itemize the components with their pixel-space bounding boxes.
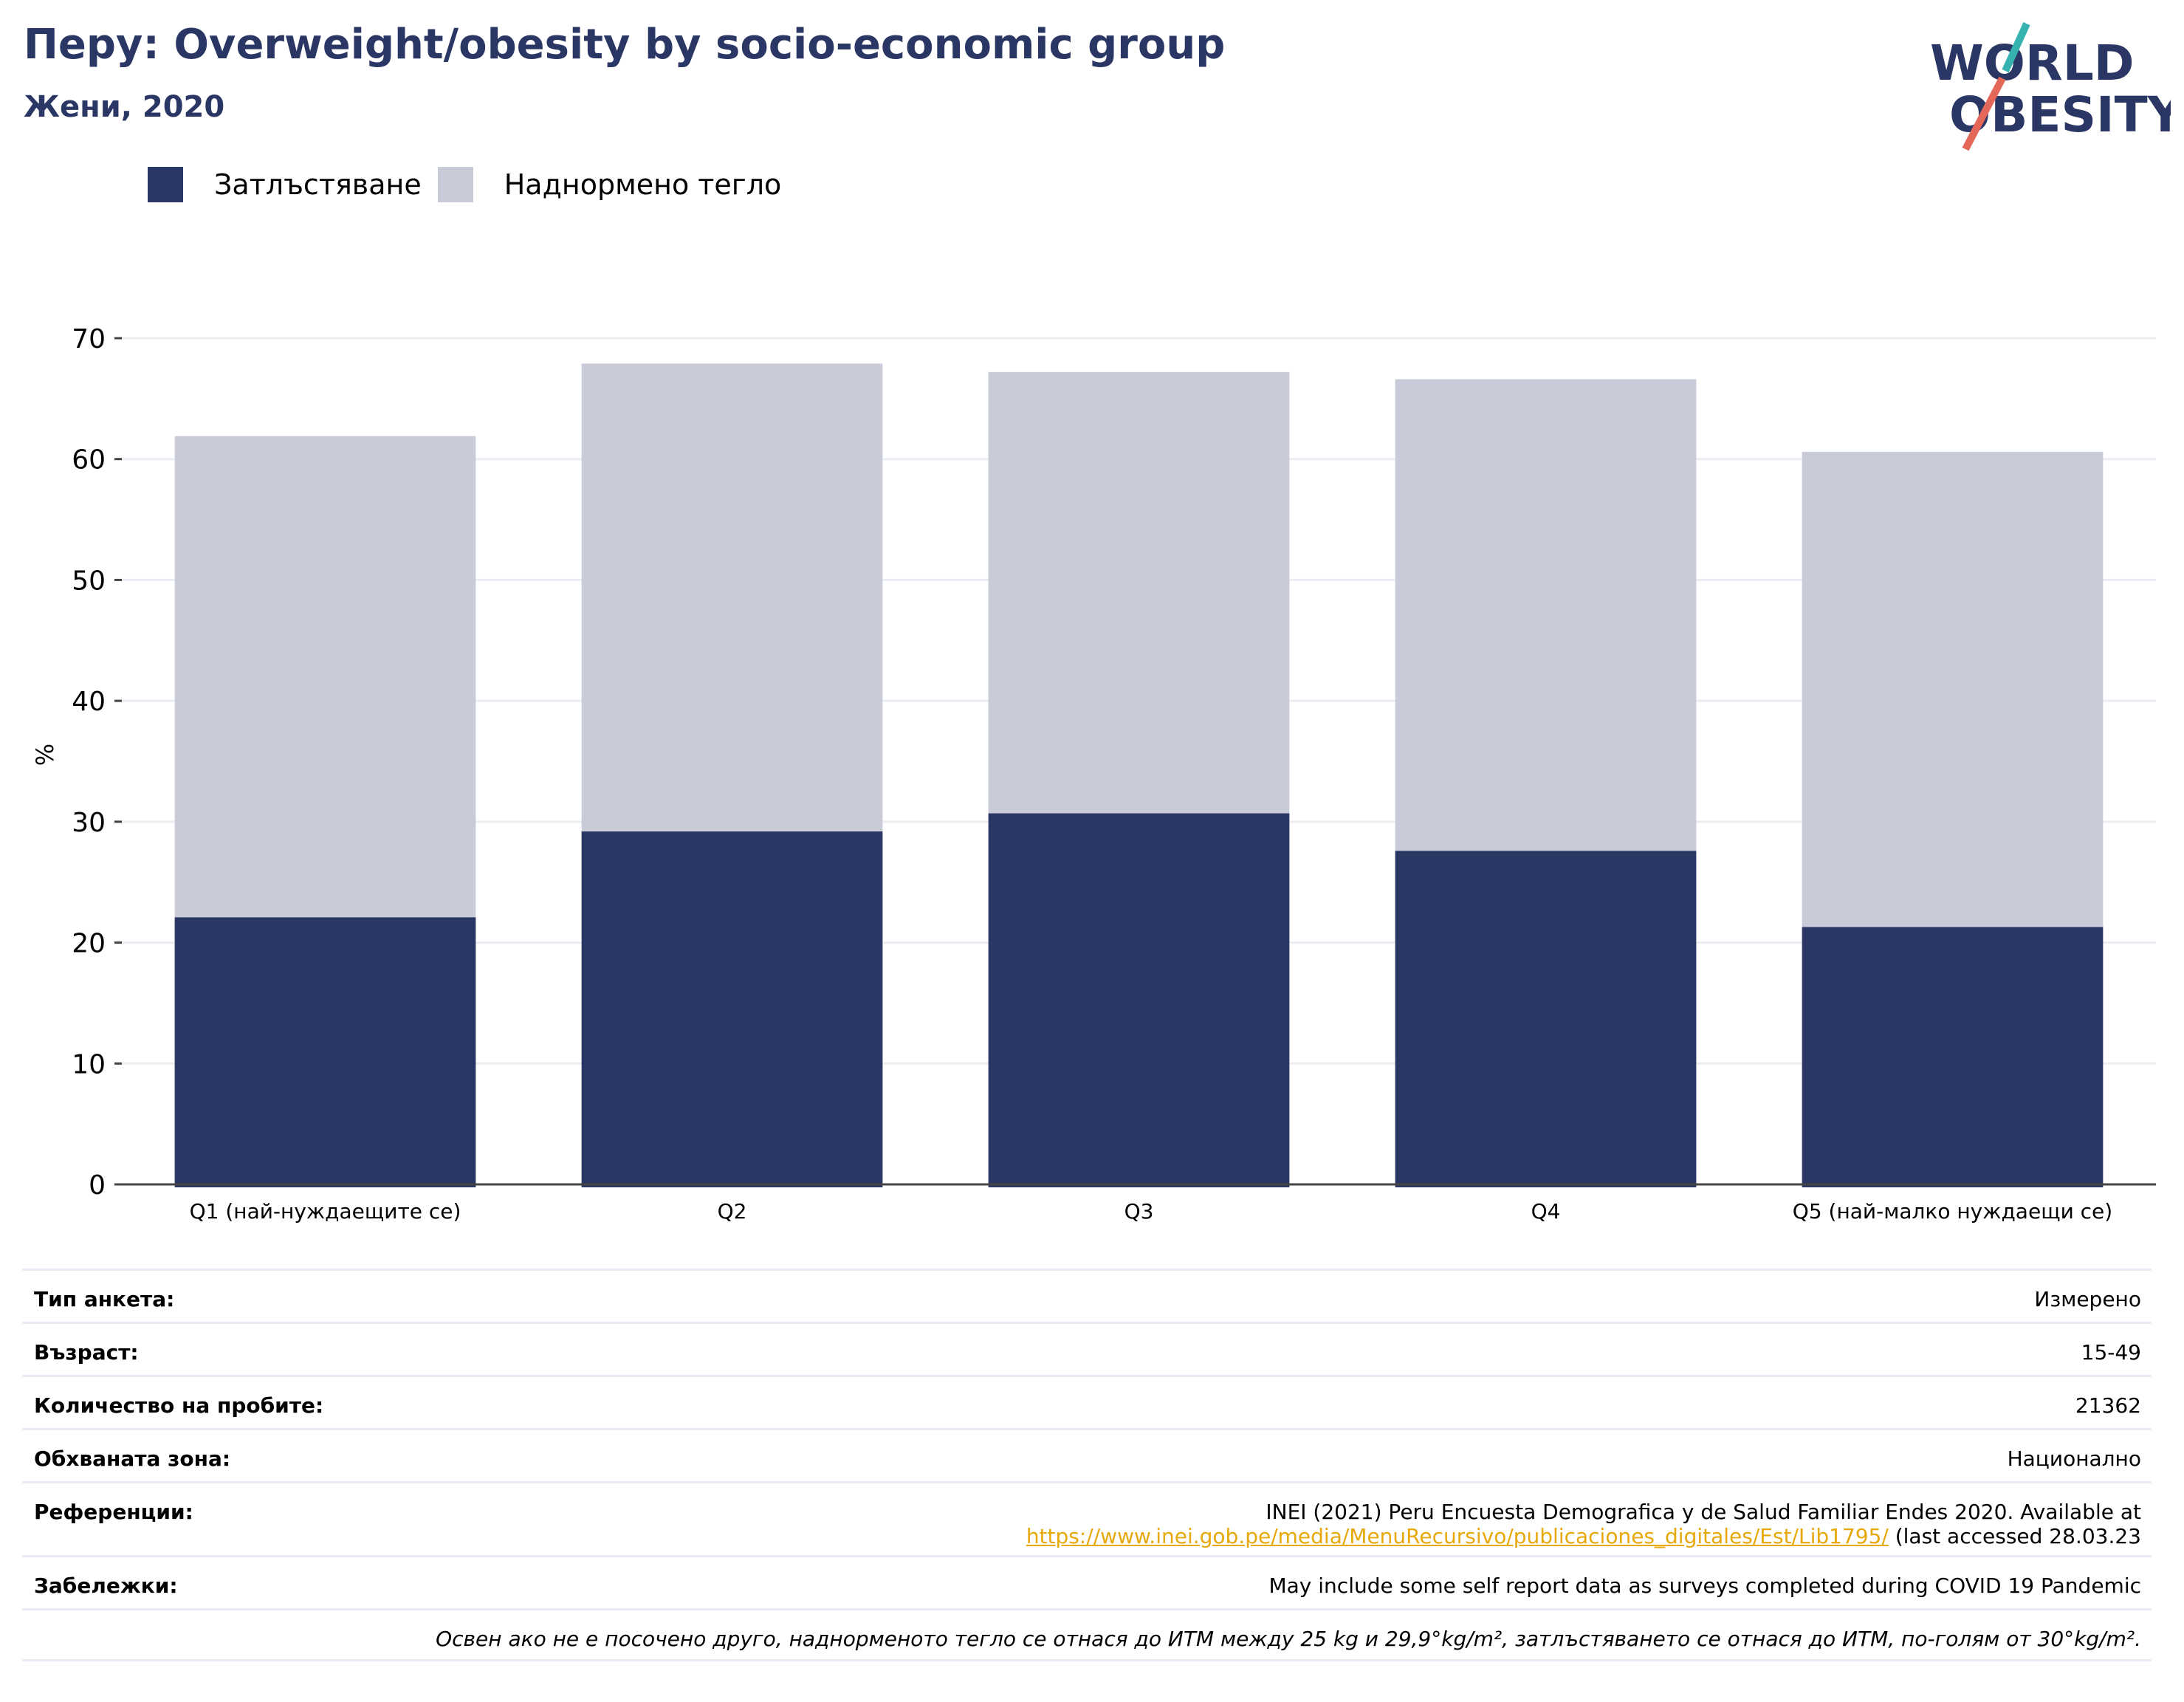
x-tick-label: Q5 (най-малко нуждаещи се)	[1793, 1199, 2112, 1224]
meta-label: Обхваната зона:	[34, 1447, 231, 1471]
bar-overweight-q1[interactable]	[174, 436, 476, 918]
meta-row-age: Възраст: 15-49	[22, 1322, 2152, 1375]
logo-slash-red	[1962, 76, 2006, 151]
bar-overweight-q3[interactable]	[988, 371, 1290, 814]
meta-row-coverage: Обхваната зона: Национално	[22, 1428, 2152, 1481]
bar-overweight-q4[interactable]	[1395, 379, 1697, 851]
y-tick-label: 50	[72, 566, 106, 596]
meta-label: Референции:	[34, 1500, 193, 1524]
meta-value: 15-49	[2081, 1340, 2141, 1365]
x-tick-label: Q2	[718, 1199, 747, 1224]
y-tick-label: 40	[72, 687, 106, 717]
legend-label-overweight: Наднормено тегло	[504, 168, 782, 201]
bar-overweight-q5[interactable]	[1802, 451, 2104, 927]
meta-row-footnote: Освен ако не е посочено друго, наднормен…	[22, 1608, 2152, 1661]
chart-title: Перу: Overweight/obesity by socio-econom…	[24, 21, 1226, 69]
footnote: Освен ако не е посочено друго, наднормен…	[436, 1627, 2141, 1651]
logo-line1: WORLD	[1930, 35, 2135, 92]
chart-subtitle: Жени, 2020	[24, 90, 225, 124]
x-tick-label: Q1 (най-нуждаещите се)	[190, 1199, 461, 1224]
reference-link[interactable]: https://www.inei.gob.pe/media/MenuRecurs…	[1026, 1524, 1889, 1548]
bar-overweight-q2[interactable]	[581, 363, 883, 831]
bar-obesity-q1[interactable]	[174, 917, 476, 1187]
y-tick-label: 0	[89, 1170, 106, 1201]
legend-label-obesity: Затлъстяване	[214, 168, 422, 201]
legend: Затлъстяване Наднормено тегло	[148, 167, 797, 202]
reference-suffix: (last accessed 28.03.23	[1888, 1524, 2141, 1548]
bar-obesity-q4[interactable]	[1395, 851, 1697, 1187]
meta-label: Възраст:	[34, 1340, 139, 1365]
y-tick-label: 70	[72, 324, 106, 354]
y-tick-label: 60	[72, 445, 106, 476]
meta-row-notes: Забележки: May include some self report …	[22, 1555, 2152, 1608]
y-tick-label: 10	[72, 1049, 106, 1080]
bars	[174, 363, 2104, 1187]
meta-label: Забележки:	[34, 1574, 178, 1598]
y-tick-label: 30	[72, 808, 106, 838]
legend-item-overweight[interactable]: Наднормено тегло	[437, 167, 782, 202]
legend-item-obesity[interactable]: Затлъстяване	[148, 167, 422, 202]
meta-row-survey-type: Тип анкета: Измерено	[22, 1269, 2152, 1322]
logo-slash-teal	[2002, 22, 2030, 73]
y-axis-ticks: 0 10 20 30 40 50 60 70	[72, 324, 122, 1201]
meta-value: Национално	[2007, 1447, 2141, 1471]
survey-details-table: Тип анкета: Измерено Възраст: 15-49 Коли…	[22, 1269, 2152, 1661]
world-obesity-logo: WORLD OBESITY	[1930, 22, 2171, 151]
stacked-bar-chart: 0 10 20 30 40 50 60 70 Q1 (най-нуждаещите се) Q2…	[31, 324, 2156, 1224]
x-axis-ticks: Q1 (най-нуждаещите се) Q2 Q3 Q4 Q5 (най-малк…	[190, 1199, 2113, 1224]
bar-obesity-q3[interactable]	[988, 813, 1290, 1187]
y-axis-title: %	[31, 744, 59, 766]
bar-obesity-q5[interactable]	[1802, 927, 2104, 1187]
reference-text: INEI (2021) Peru Encuesta Demografica y …	[1266, 1500, 2141, 1524]
legend-swatch-obesity	[148, 167, 183, 202]
meta-label: Количество на пробите:	[34, 1393, 324, 1418]
meta-value: May include some self report data as sur…	[1268, 1574, 2141, 1598]
y-tick-label: 20	[72, 929, 106, 959]
meta-row-references: Референции: INEI (2021) Peru Encuesta De…	[22, 1481, 2152, 1555]
x-tick-label: Q4	[1531, 1199, 1561, 1224]
meta-value: Измерено	[2034, 1287, 2141, 1311]
legend-swatch-overweight	[437, 167, 473, 202]
meta-row-sample-size: Количество на пробите: 21362	[22, 1375, 2152, 1428]
bar-obesity-q2[interactable]	[581, 831, 883, 1187]
meta-value-references: INEI (2021) Peru Encuesta Demografica y …	[1026, 1500, 2141, 1548]
meta-label: Тип анкета:	[34, 1287, 175, 1311]
x-tick-label: Q3	[1124, 1199, 1154, 1224]
meta-value: 21362	[2075, 1393, 2141, 1418]
